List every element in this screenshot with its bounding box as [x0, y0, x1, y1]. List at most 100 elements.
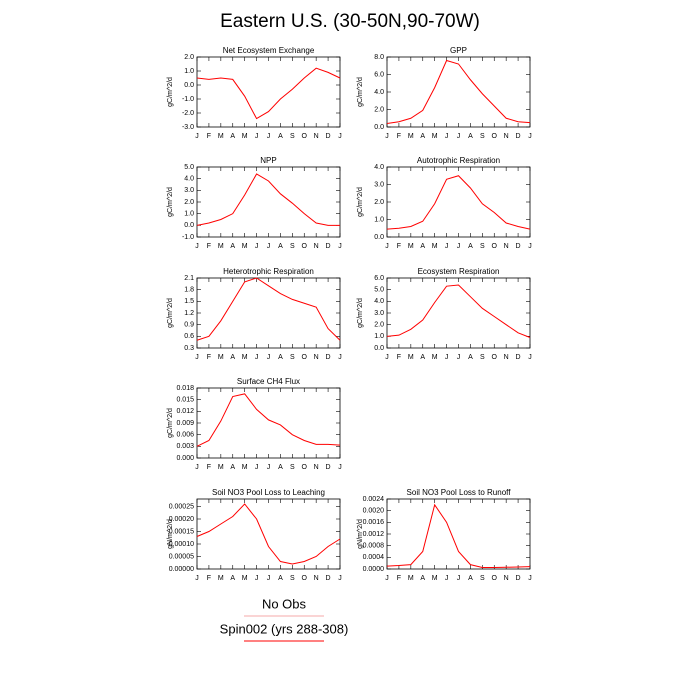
x-tick-label: F — [207, 354, 211, 361]
x-tick-label: M — [408, 354, 414, 361]
x-tick-label: F — [397, 354, 401, 361]
x-tick-label: S — [290, 133, 295, 140]
y-tick-label: 1.0 — [184, 211, 194, 218]
x-tick-label: M — [242, 575, 248, 582]
x-tick-label: F — [207, 575, 211, 582]
x-tick-label: A — [278, 354, 283, 361]
x-tick-label: J — [445, 243, 449, 250]
x-tick-label: J — [338, 354, 342, 361]
y-tick-label: 4.0 — [374, 89, 384, 96]
y-tick-label: 4.0 — [374, 298, 384, 305]
y-tick-label: 0.0 — [374, 345, 384, 352]
x-tick-label: A — [468, 243, 473, 250]
y-tick-label: 0.9 — [184, 322, 194, 329]
x-tick-label: A — [230, 354, 235, 361]
panel-title: Heterotrophic Respiration — [223, 267, 314, 276]
y-tick-label: -2.0 — [182, 110, 194, 117]
x-tick-label: O — [302, 133, 308, 140]
x-tick-label: A — [278, 133, 283, 140]
plot-frame — [196, 498, 341, 570]
x-tick-label: D — [516, 575, 521, 582]
panel-title: GPP — [450, 46, 467, 55]
panel-title: Autotrophic Respiration — [417, 156, 500, 165]
x-tick-label: S — [290, 243, 295, 250]
x-tick-label: A — [230, 575, 235, 582]
x-tick-label: J — [195, 464, 199, 471]
figure-title: Eastern U.S. (30-50N,90-70W) — [220, 11, 480, 32]
y-tick-label: 0.0 — [374, 124, 384, 131]
data-line — [196, 277, 341, 341]
plot-frame — [386, 56, 531, 128]
y-tick-label: 2.0 — [374, 199, 384, 206]
y-tick-label: 4.0 — [374, 164, 384, 171]
y-tick-label: 0.0008 — [363, 543, 385, 550]
y-axis-label: gC/m^2/d — [167, 408, 174, 438]
y-tick-label: 1.8 — [184, 287, 194, 294]
panel-title: Net Ecosystem Exchange — [223, 46, 315, 55]
x-tick-label: J — [457, 243, 461, 250]
x-tick-label: A — [278, 464, 283, 471]
x-tick-label: F — [207, 133, 211, 140]
x-tick-label: J — [385, 133, 389, 140]
x-tick-label: J — [445, 575, 449, 582]
data-line — [196, 67, 341, 120]
x-tick-label: J — [385, 354, 389, 361]
y-tick-label: 0.00005 — [169, 553, 194, 560]
x-tick-label: A — [278, 575, 283, 582]
x-tick-label: J — [255, 464, 259, 471]
y-tick-label: 3.0 — [374, 310, 384, 317]
x-tick-label: J — [338, 575, 342, 582]
x-tick-label: J — [385, 243, 389, 250]
y-tick-label: 0.0000 — [363, 566, 385, 573]
x-tick-label: O — [302, 354, 308, 361]
panel-title: Surface CH4 Flux — [237, 377, 300, 386]
y-tick-label: 1.0 — [184, 68, 194, 75]
x-tick-label: D — [326, 133, 331, 140]
x-tick-label: M — [408, 575, 414, 582]
y-tick-label: 0.018 — [176, 385, 194, 392]
x-tick-label: S — [290, 464, 295, 471]
x-tick-label: F — [207, 464, 211, 471]
y-tick-label: 3.0 — [184, 187, 194, 194]
plot-frame — [196, 387, 341, 459]
panel-title: NPP — [260, 156, 276, 165]
x-tick-label: J — [528, 575, 532, 582]
x-tick-label: M — [432, 354, 438, 361]
x-tick-label: J — [267, 354, 271, 361]
y-tick-label: 0.0 — [374, 234, 384, 241]
x-tick-label: A — [420, 133, 425, 140]
y-tick-label: 1.5 — [184, 298, 194, 305]
x-tick-label: D — [516, 243, 521, 250]
x-tick-label: A — [468, 575, 473, 582]
y-tick-label: 0.003 — [176, 443, 194, 450]
x-tick-label: O — [302, 464, 308, 471]
x-tick-label: J — [528, 133, 532, 140]
x-tick-label: N — [314, 464, 319, 471]
x-tick-label: O — [302, 575, 308, 582]
x-tick-label: A — [468, 354, 473, 361]
x-tick-label: S — [290, 575, 295, 582]
x-tick-label: A — [468, 133, 473, 140]
legend-label: No Obs — [262, 596, 307, 611]
y-axis-label: gC/m^2/d — [167, 187, 174, 217]
y-tick-label: 0.006 — [176, 432, 194, 439]
x-tick-label: J — [457, 575, 461, 582]
y-axis-label: gC/m^2/d — [357, 298, 364, 328]
y-tick-label: 2.1 — [184, 275, 194, 282]
x-tick-label: J — [338, 133, 342, 140]
x-tick-label: M — [432, 575, 438, 582]
x-tick-label: A — [420, 243, 425, 250]
x-tick-label: O — [492, 354, 498, 361]
x-tick-label: J — [195, 575, 199, 582]
x-tick-label: N — [314, 354, 319, 361]
x-tick-label: N — [504, 575, 509, 582]
y-tick-label: 5.0 — [374, 287, 384, 294]
y-tick-label: 0.00025 — [169, 503, 194, 510]
y-tick-label: 0.015 — [176, 397, 194, 404]
y-axis-label: gC/m^2/d — [167, 298, 174, 328]
x-tick-label: J — [528, 243, 532, 250]
x-tick-label: N — [314, 575, 319, 582]
y-tick-label: 1.2 — [184, 310, 194, 317]
x-tick-label: F — [207, 243, 211, 250]
x-tick-label: J — [255, 243, 259, 250]
